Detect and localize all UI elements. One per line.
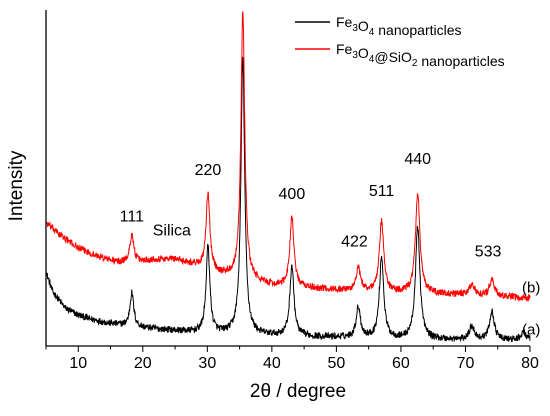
plot-area <box>45 11 531 343</box>
axes: 10 20 30 40 50 60 70 80 <box>45 10 539 372</box>
curve-label-a: (a) <box>522 321 540 338</box>
y-axis-title: Intensity <box>6 150 27 221</box>
legend-label-a: Fe3O4 nanoparticles <box>336 14 462 38</box>
peak-label: 533 <box>475 243 502 260</box>
legend-label-b: Fe3O4@SiO2 nanoparticles <box>336 41 505 69</box>
peak-label: 111 <box>120 208 144 225</box>
peak-label: 511 <box>369 183 395 200</box>
x-tick-label: 30 <box>198 355 216 372</box>
x-tick-label: 10 <box>69 355 87 372</box>
peak-label: 422 <box>341 234 368 251</box>
series-b-line <box>45 11 531 303</box>
legend: Fe3O4 nanoparticles Fe3O4@SiO2 nanopartic… <box>295 14 505 69</box>
peak-label: 400 <box>279 186 306 203</box>
peak-label: 440 <box>404 151 431 168</box>
peak-labels: 111 Silica 220 311 400 422 511 440 533 (a) (b) <box>120 0 541 338</box>
x-tick-label: 70 <box>457 355 475 372</box>
peak-label: 220 <box>195 162 222 179</box>
x-tick-label: 20 <box>134 355 152 372</box>
peak-label: Silica <box>153 222 191 239</box>
x-tick-label: 60 <box>392 355 410 372</box>
curve-label-b: (b) <box>522 279 540 296</box>
peak-label: 311 <box>230 0 256 4</box>
x-axis-title: 2θ / degree <box>250 381 346 402</box>
x-tick-label: 50 <box>328 355 346 372</box>
x-tick-label: 80 <box>521 355 539 372</box>
series-a-line <box>45 56 531 343</box>
x-tick-label: 40 <box>263 355 281 372</box>
